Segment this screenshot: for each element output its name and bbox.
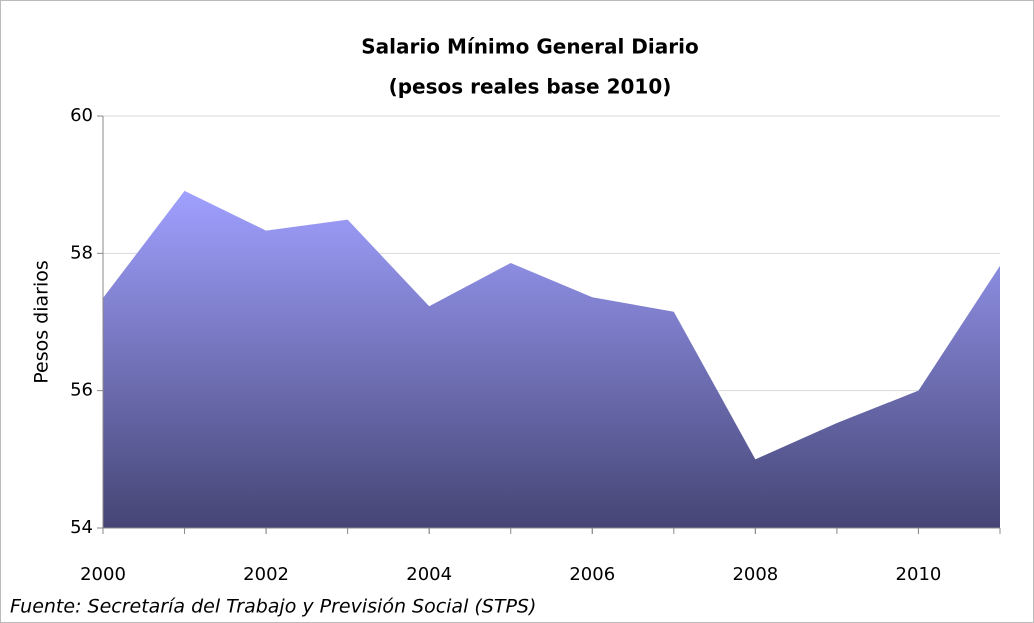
y-tick-label: 60 (70, 105, 93, 126)
y-tick-label: 56 (70, 380, 93, 401)
y-axis-label: Pesos diarios (31, 260, 53, 384)
x-tick-label: 2002 (243, 564, 289, 585)
chart-title: Salario Mínimo General Diario (361, 35, 698, 59)
x-tick-label: 2004 (406, 564, 452, 585)
y-tick-label: 58 (70, 242, 93, 263)
source-note: Fuente: Secretaría del Trabajo y Previsi… (10, 596, 536, 618)
y-tick-label: 54 (70, 517, 93, 538)
chart-subtitle: (pesos reales base 2010) (389, 75, 672, 99)
x-tick-label: 2000 (80, 564, 126, 585)
x-tick-label: 2006 (569, 564, 615, 585)
x-tick-label: 2008 (732, 564, 778, 585)
x-tick-label: 2010 (896, 564, 942, 585)
area (103, 190, 1000, 528)
